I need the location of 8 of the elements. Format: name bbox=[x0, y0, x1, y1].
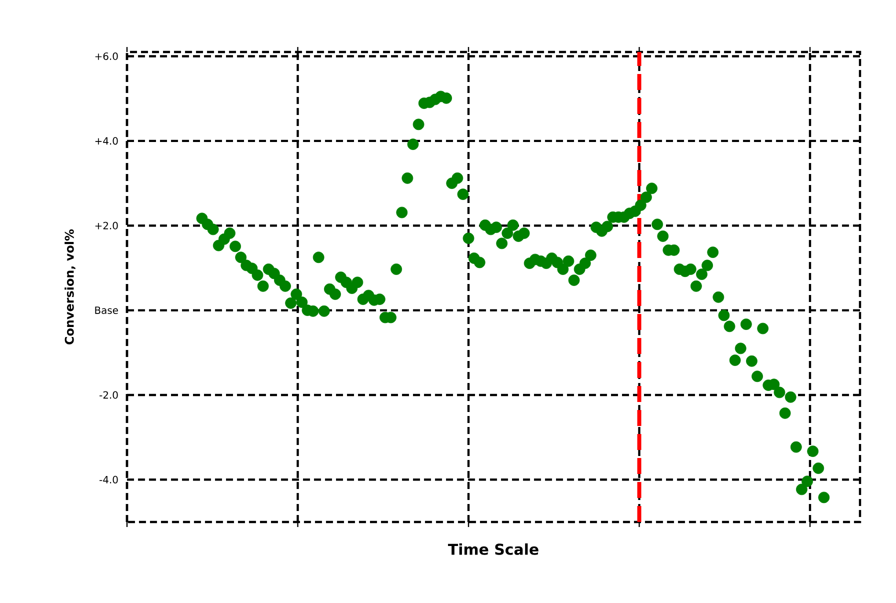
y-tick-label: +2.0 bbox=[95, 222, 118, 230]
y-tick-label: -4.0 bbox=[100, 476, 118, 484]
y-tick-label: +6.0 bbox=[95, 52, 118, 60]
y-tick-label: +4.0 bbox=[95, 137, 118, 145]
y-tick-label: Base bbox=[95, 306, 118, 314]
x-axis-title: Time Scale bbox=[448, 543, 538, 555]
y-tick-label: -2.0 bbox=[100, 391, 118, 399]
y-axis-title: Conversion, vol% bbox=[64, 229, 76, 344]
